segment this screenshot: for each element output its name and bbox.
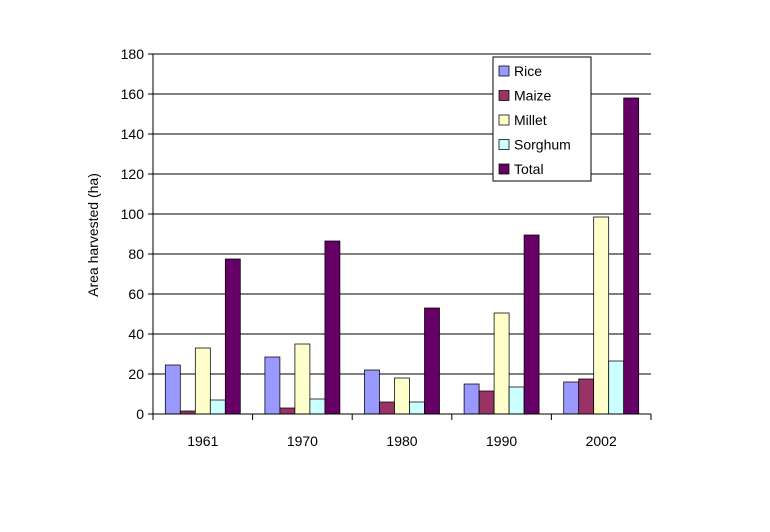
bar-rice-1980: [364, 369, 380, 415]
bar-maize-1990: [478, 390, 495, 415]
y-tick-label: 180: [121, 46, 145, 62]
bar-total-2002: [623, 97, 640, 415]
legend-swatch-maize: [498, 90, 510, 101]
bar-rice-1961: [164, 364, 181, 415]
bar-sorghum-1961: [209, 399, 226, 415]
legend-swatch-sorghum: [498, 139, 510, 150]
bar-sorghum-1980: [409, 401, 425, 415]
legend-label-millet: Millet: [514, 112, 547, 128]
y-tick-label: 0: [136, 406, 144, 422]
y-tick-label: 80: [128, 246, 144, 262]
bar-total-1961: [224, 258, 241, 415]
legend-swatch-rice: [498, 65, 510, 77]
legend-swatch-millet: [498, 114, 510, 126]
legend: Rice Maize Millet Sorghum Total: [492, 56, 592, 182]
legend-label-sorghum: Sorghum: [514, 137, 571, 153]
y-tick-label: 20: [128, 366, 144, 382]
bar-sorghum-2002: [608, 360, 625, 415]
legend-label-total: Total: [514, 161, 544, 177]
x-tick-label: 1961: [187, 433, 218, 449]
y-tick-label: 140: [121, 126, 145, 142]
x-tick-label: 2002: [586, 433, 617, 449]
bar-maize-2002: [578, 378, 595, 415]
legend-label-rice: Rice: [514, 63, 542, 79]
bar-rice-1970: [264, 356, 281, 415]
legend-label-maize: Maize: [514, 88, 552, 104]
y-axis-title: Area harvested (ha): [85, 173, 101, 297]
y-tick-label: 60: [128, 286, 144, 302]
bar-rice-2002: [563, 381, 580, 415]
bars: [164, 97, 640, 415]
x-tick-label: 1980: [386, 433, 417, 449]
bar-maize-1980: [379, 401, 395, 415]
y-tick-label: 120: [121, 166, 145, 182]
bar-millet-1970: [294, 343, 311, 415]
bar-sorghum-1970: [309, 398, 326, 415]
x-tick-label: 1970: [287, 433, 318, 449]
y-tick-label: 100: [121, 206, 145, 222]
bar-total-1980: [424, 307, 440, 415]
bar-millet-1990: [493, 312, 510, 415]
y-tick-label: 40: [128, 326, 144, 342]
bar-rice-1990: [463, 383, 480, 415]
bar-millet-1980: [394, 377, 410, 415]
bar-millet-2002: [593, 216, 610, 415]
bar-total-1990: [523, 234, 540, 415]
axes: 0 20 40 60 80 100 120 140 160 180 1961 1970 1980 1990…: [121, 46, 652, 449]
y-tick-label: 160: [121, 86, 145, 102]
bar-maize-1970: [279, 407, 296, 415]
bar-total-1970: [324, 240, 341, 415]
bar-sorghum-1990: [508, 386, 525, 415]
legend-swatch-total: [498, 163, 510, 175]
x-tick-label: 1990: [486, 433, 517, 449]
bar-millet-1961: [194, 347, 211, 415]
